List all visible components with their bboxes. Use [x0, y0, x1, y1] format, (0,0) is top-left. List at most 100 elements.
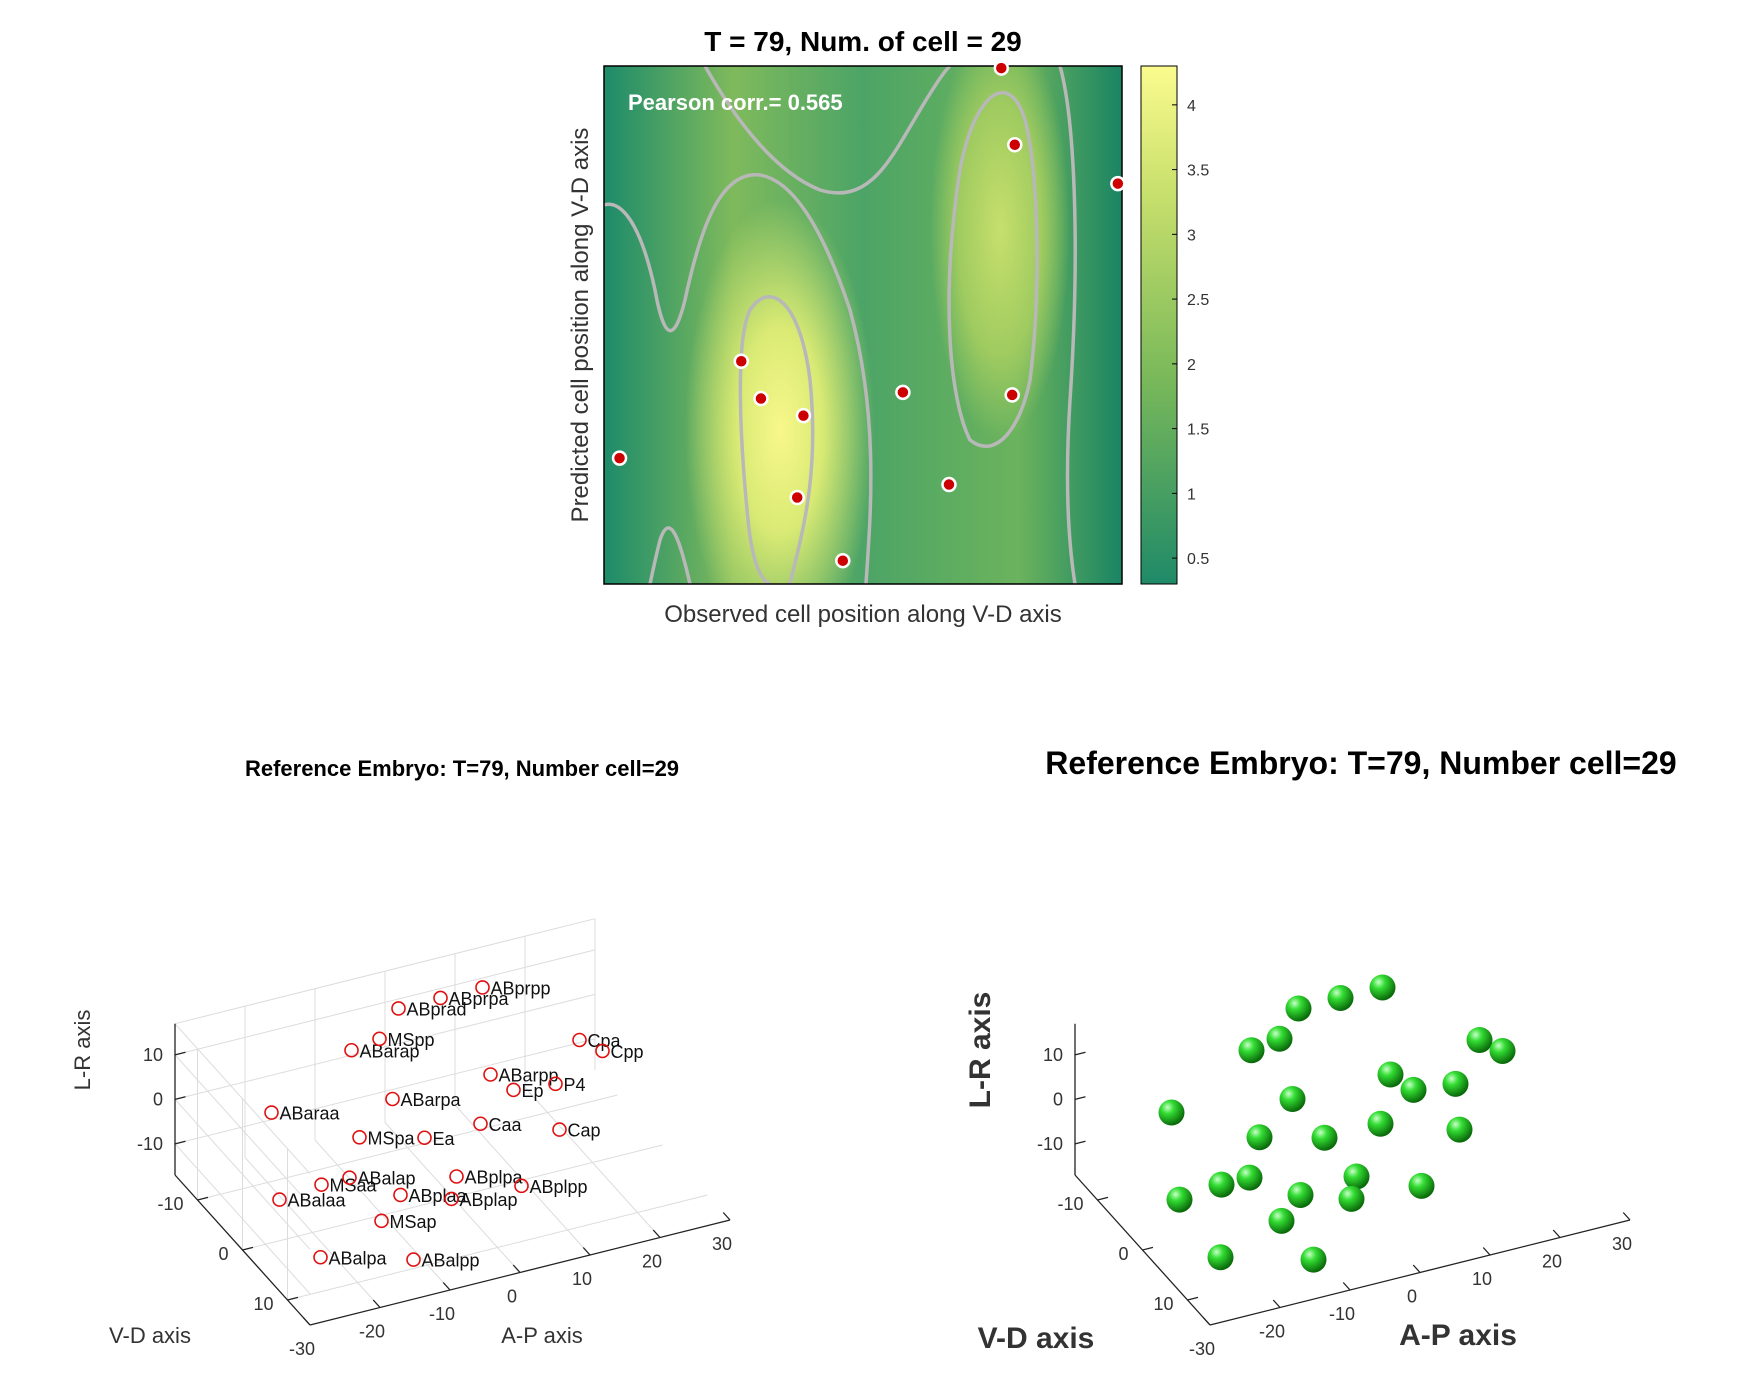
cell-marker: [444, 1191, 459, 1207]
cell-label: MSpa: [368, 1128, 416, 1148]
x-tick-label: -30: [289, 1339, 315, 1359]
cell-sphere: [1287, 1181, 1314, 1208]
x-tick-mark: [372, 1299, 381, 1308]
x-tick-label: 30: [712, 1234, 732, 1254]
cell-sphere: [1327, 984, 1354, 1011]
cell-label: ABarpp: [499, 1066, 559, 1086]
cell-label: ABprad: [407, 999, 467, 1019]
cell-marker: [406, 1252, 421, 1267]
y-tick-label: 10: [1153, 1294, 1173, 1314]
x-tick-mark: [1552, 1229, 1561, 1238]
heatmap-surface: [604, 66, 1122, 584]
cell-label: ABplaa: [409, 1186, 468, 1206]
cell-marker: [473, 1116, 488, 1132]
cell-label: Cpa: [588, 1031, 622, 1051]
x-tick-mark: [1482, 1247, 1491, 1256]
cell-label: ABplpp: [530, 1177, 588, 1197]
right-cell-spheres: [1158, 974, 1516, 1273]
y-tick-mark: [1142, 1246, 1154, 1251]
colorbar-tick-label: 4: [1187, 98, 1196, 115]
top-heatmap-plot: T = 79, Num. of cell = 29 Pearson corr.=…: [567, 26, 1209, 628]
heatmap-point: [895, 384, 911, 401]
colorbar-tick-label: 2.5: [1187, 292, 1209, 309]
cell-label: ABalpp: [422, 1251, 480, 1271]
colorbar-tick-label: 1: [1187, 486, 1196, 503]
colorbar-tick-label: 2: [1187, 357, 1196, 374]
z-tick-label: -10: [137, 1134, 163, 1154]
cell-label: Ea: [433, 1129, 456, 1149]
cell-marker: [344, 1042, 359, 1058]
z-tick-mark: [1074, 1140, 1086, 1145]
cell-marker: [264, 1105, 279, 1120]
colorbar-tick-label: 3: [1187, 227, 1196, 244]
x-tick-mark: [512, 1264, 521, 1273]
bottom-right-3d-plot: Reference Embryo: T=79, Number cell=29 -…: [964, 745, 1677, 1359]
left-y-axis-label: V-D axis: [109, 1323, 191, 1348]
x-tick-mark: [722, 1212, 731, 1221]
cell-marker: [374, 1213, 389, 1229]
heatmap-point: [835, 552, 851, 569]
heatmap-point: [789, 489, 805, 506]
z-tick-label: -10: [1037, 1134, 1063, 1154]
cell-sphere: [1343, 1163, 1370, 1190]
cell-marker: [417, 1130, 432, 1146]
x-tick-label: 10: [1472, 1269, 1492, 1289]
pearson-annotation: Pearson corr.= 0.565: [628, 90, 843, 115]
cell-marker: [449, 1169, 464, 1184]
cell-label: Cap: [568, 1121, 601, 1141]
cell-label: ABplpa: [465, 1168, 524, 1188]
cell-marker: [313, 1249, 328, 1265]
x-tick-mark: [1342, 1282, 1351, 1291]
cell-label: ABalpa: [329, 1248, 388, 1268]
cell-sphere: [1166, 1186, 1193, 1213]
cell-label: P4: [564, 1075, 586, 1095]
y-tick-mark: [287, 1296, 299, 1301]
grid-line: [197, 1094, 618, 1201]
y-tick-label: 10: [253, 1294, 273, 1314]
x-tick-label: -30: [1189, 1339, 1215, 1359]
heatmap-points: [611, 60, 1126, 569]
grid-line: [174, 1099, 311, 1250]
top-x-axis-label: Observed cell position along V-D axis: [664, 601, 1062, 628]
z-tick-mark: [1074, 1051, 1086, 1056]
z-tick-label: 0: [1053, 1089, 1063, 1109]
cell-sphere: [1268, 1207, 1295, 1234]
cell-label: ABprpp: [491, 978, 551, 998]
z-tick-mark: [1074, 1096, 1086, 1100]
cell-sphere: [1300, 1246, 1327, 1273]
cell-sphere: [1207, 1244, 1234, 1271]
cell-sphere: [1208, 1171, 1235, 1198]
heatmap-point: [1004, 387, 1020, 403]
grid-line: [174, 949, 596, 1056]
cell-marker: [385, 1091, 400, 1107]
y-tick-label: -10: [157, 1194, 183, 1214]
cell-label: MSpp: [388, 1030, 435, 1050]
y-tick-mark: [1187, 1296, 1199, 1301]
grid-line: [174, 1023, 311, 1175]
cell-label: MSap: [390, 1212, 437, 1232]
cell-label: ABalaa: [288, 1191, 347, 1211]
heatmap-point: [753, 390, 769, 407]
x-tick-mark: [1622, 1212, 1631, 1221]
x-tick-label: 30: [1612, 1234, 1632, 1254]
x-tick-mark: [442, 1282, 451, 1291]
cell-marker: [475, 980, 490, 995]
cell-sphere: [1285, 995, 1312, 1022]
z-tick-mark: [174, 1051, 186, 1056]
cell-marker: [595, 1043, 610, 1059]
top-y-axis-label: Predicted cell position along V-D axis: [567, 128, 594, 523]
cell-sphere: [1279, 1086, 1306, 1112]
top-plot-title: T = 79, Num. of cell = 29: [704, 26, 1021, 57]
cell-label: MSaa: [330, 1176, 378, 1196]
y-tick-label: 0: [1118, 1244, 1128, 1264]
z-tick-mark: [174, 1140, 186, 1145]
right-3d-axes: -30 -20 -10 0 10 20 30 -10 0 10 10 0 -10: [1037, 1023, 1632, 1359]
cell-marker: [391, 1001, 406, 1016]
cell-sphere: [1367, 1110, 1394, 1137]
x-tick-mark: [582, 1247, 591, 1256]
heatmap-point: [941, 476, 957, 493]
contour-lines: [604, 66, 1077, 584]
x-tick-label: 10: [572, 1269, 592, 1289]
x-tick-mark: [652, 1229, 661, 1238]
